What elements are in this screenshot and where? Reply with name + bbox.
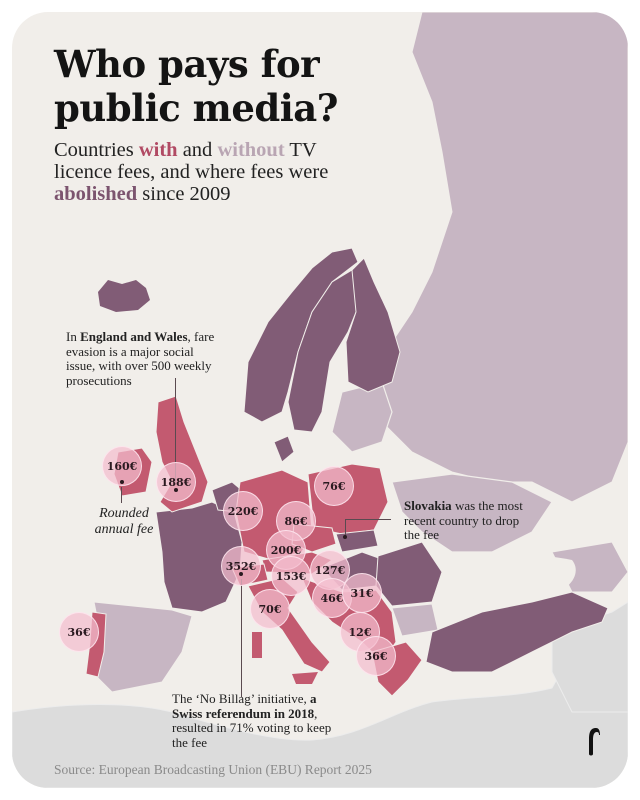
rounded-fee-annotation: Rounded annual fee [94, 506, 154, 537]
fee-bubble-austria: 200€ [266, 530, 306, 570]
publisher-logo-icon [589, 728, 600, 756]
spain [91, 601, 193, 693]
fee-bubble-switzerland: 352€ [221, 546, 261, 586]
subtitle-text: since 2009 [137, 183, 231, 205]
ireland-anchor-dot [120, 480, 124, 484]
note-text: The ‘No Billag’ initiative, [172, 691, 311, 706]
fee-bubble-greece: 36€ [356, 636, 396, 676]
note-bold: England and Wales [80, 329, 188, 344]
rounded-leader-line [121, 487, 122, 503]
fee-bubble-ireland: 160€ [102, 446, 142, 486]
iceland [98, 280, 150, 312]
note-text: was the most recent country to drop the … [404, 498, 523, 542]
note-text: In [66, 329, 81, 344]
fee-bubble-portugal: 36€ [59, 612, 99, 652]
turkey [425, 591, 609, 673]
fee-bubble-germany: 220€ [223, 491, 263, 531]
note-text: , fare evasion is a major social issue, … [66, 329, 215, 388]
slovakia-leader-line [345, 519, 391, 520]
russia-region [371, 12, 628, 503]
uk-anchor-dot [174, 488, 178, 492]
sardinia [252, 632, 262, 658]
swiss-annotation: The ‘No Billag’ initiative, a Swiss refe… [172, 691, 332, 750]
denmark [273, 435, 295, 463]
north-africa-region [12, 631, 628, 788]
sicily [292, 672, 318, 684]
black-sea [452, 554, 576, 601]
legend-without: without [217, 139, 285, 161]
fee-bubble-italy: 70€ [250, 589, 290, 629]
england-annotation: In England and Wales, fare evasion is a … [66, 329, 216, 388]
title-line-2: public media? [54, 86, 338, 130]
ukraine-region [391, 473, 553, 553]
subtitle-text: Countries [54, 139, 139, 161]
england-leader-line [175, 378, 176, 482]
fee-bubble-serbia: 31€ [342, 573, 382, 613]
note-bold: Slovakia [404, 498, 452, 513]
infographic-card: Who pays for public media? Countries wit… [12, 12, 628, 788]
fee-bubble-slovenia: 153€ [271, 556, 311, 596]
slovakia-leader-line-vertical [345, 519, 346, 537]
baltics-region [331, 381, 393, 453]
swiss-leader-line [241, 579, 242, 697]
swiss-anchor-dot [239, 572, 243, 576]
bulgaria [391, 603, 439, 637]
note-text: , resulted in 71% voting to keep the fee [172, 705, 332, 750]
romania [375, 541, 443, 607]
slovakia-anchor-dot [343, 535, 347, 539]
subtitle-text: and [177, 139, 218, 161]
subtitle-text: TV licence fees, and where fees were [54, 139, 329, 183]
legend-abolished: abolished [54, 183, 138, 205]
fee-bubble-poland: 76€ [314, 466, 354, 506]
slovakia-annotation: Slovakia was the most recent country to … [404, 498, 534, 543]
sweden [287, 269, 365, 433]
france [155, 501, 243, 613]
slovakia [335, 529, 379, 553]
subtitle: Countries with and without TV licence fe… [54, 139, 354, 205]
source-note: Source: European Broadcasting Union (EBU… [54, 762, 372, 777]
finland [345, 257, 401, 393]
legend-with: with [138, 139, 178, 161]
fee-bubble-united-kingdom: 188€ [156, 462, 196, 502]
title-line-1: Who pays for [54, 42, 320, 86]
page-title: Who pays for public media? [54, 42, 384, 130]
note-bold: a Swiss referendum in 2018 [172, 691, 317, 721]
